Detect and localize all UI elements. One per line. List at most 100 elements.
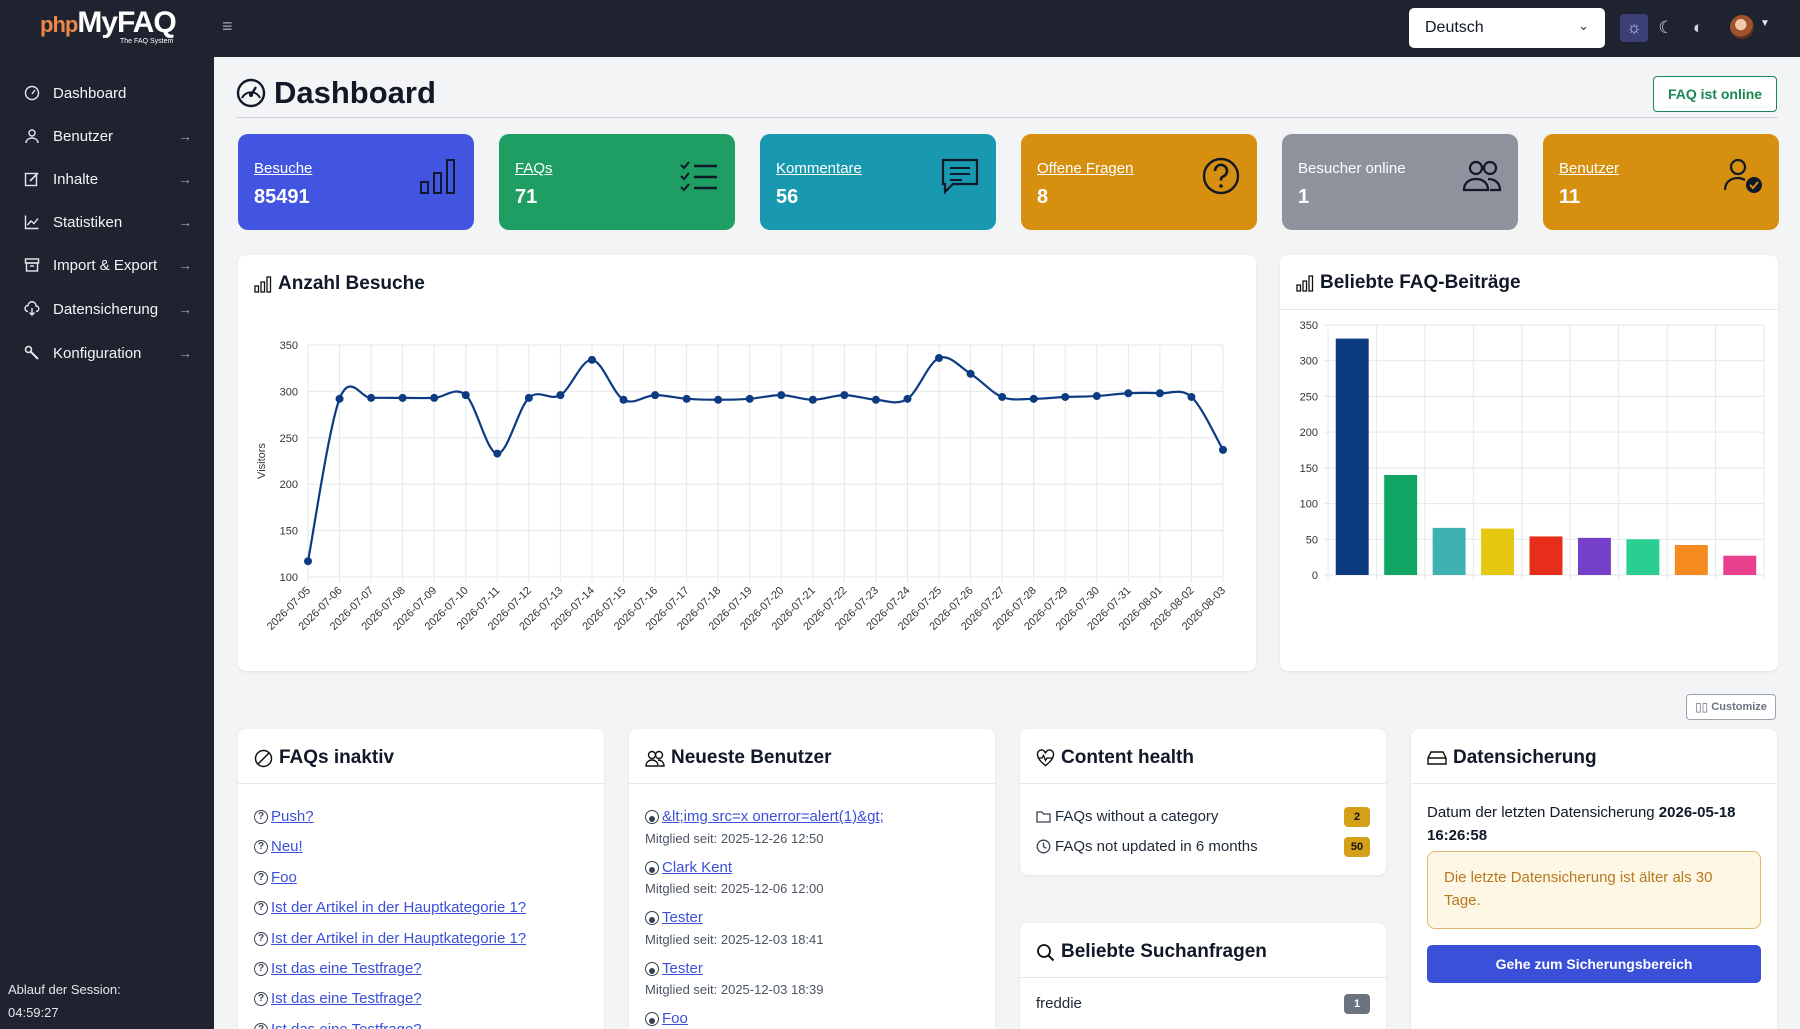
user-item: Clark Kent <box>645 859 732 876</box>
arrow-right-icon: → <box>178 214 192 230</box>
language-select[interactable]: Deutsch ⌄ <box>1409 8 1605 48</box>
health-row: FAQs not updated in 6 months 50 <box>1036 836 1370 857</box>
stat-label[interactable]: Offene Fragen <box>1037 160 1134 177</box>
y-tick-label: 200 <box>280 479 298 491</box>
stat-label[interactable]: FAQs <box>515 160 553 177</box>
data-point <box>935 353 944 362</box>
backup-card: Datensicherung Datum der letzten Datensi… <box>1411 729 1777 1029</box>
backup-label: Datum der letzten Datensicherung <box>1427 804 1655 821</box>
user-link[interactable]: Foo <box>662 1010 688 1027</box>
user-link[interactable]: Tester <box>662 960 703 977</box>
sidebar-item-statistiken[interactable]: Statistiken → <box>0 202 214 242</box>
list-item: ? Foo <box>254 869 297 886</box>
data-point <box>524 393 533 402</box>
list-item: ? Push? <box>254 808 314 825</box>
sidebar-item-import-export[interactable]: Import & Export → <box>0 245 214 285</box>
inactive-faq-link[interactable]: Ist das eine Testfrage? <box>271 960 422 977</box>
sidebar-item-datensicherung[interactable]: Datensicherung → <box>0 289 214 329</box>
arrow-right-icon: → <box>178 128 192 144</box>
y-tick-label: 50 <box>1306 534 1318 546</box>
data-point <box>966 369 975 378</box>
inactive-faq-link[interactable]: Ist das eine Testfrage? <box>271 990 422 1007</box>
columns-icon: ▯▯ <box>1695 700 1709 714</box>
data-point <box>871 395 880 404</box>
data-point <box>1187 392 1196 401</box>
edit-icon <box>23 171 41 187</box>
data-point <box>903 394 912 403</box>
people-icon <box>645 750 665 767</box>
sidebar-item-dashboard[interactable]: Dashboard <box>0 73 214 113</box>
session-time: 04:59:27 <box>8 1005 59 1020</box>
user-link[interactable]: Clark Kent <box>662 859 733 876</box>
content-health-card: Content health FAQs without a category 2… <box>1020 729 1386 875</box>
stat-label[interactable]: Benutzer <box>1559 160 1620 177</box>
sidebar-item-benutzer[interactable]: Benutzer → <box>0 116 214 156</box>
search-term-row: freddie 1 <box>1036 993 1370 1014</box>
user-link[interactable]: &lt;img src=x onerror=alert(1)&gt; <box>662 808 884 825</box>
question-circle-icon: ? <box>254 961 268 976</box>
clock-icon <box>1036 839 1051 854</box>
y-tick-label: 150 <box>280 526 298 538</box>
y-tick-label: 350 <box>1300 320 1318 332</box>
health-label: FAQs without a category <box>1055 808 1219 825</box>
sidebar-item-inhalte[interactable]: Inhalte → <box>0 159 214 199</box>
inactive-faq-link[interactable]: Ist der Artikel in der Hauptkategorie 1? <box>271 899 527 916</box>
bar <box>1674 545 1708 575</box>
archive-icon <box>23 257 41 273</box>
card-title: Content health <box>1036 747 1194 769</box>
health-label: FAQs not updated in 6 months <box>1055 838 1258 855</box>
stat-card-offene-fragen[interactable]: Offene Fragen 8 <box>1021 134 1257 230</box>
user-link[interactable]: Tester <box>662 909 703 926</box>
menu-toggle-icon[interactable]: ≡ <box>222 16 233 36</box>
stat-label: Besucher online <box>1298 160 1406 177</box>
bar-chart-icon <box>254 276 272 293</box>
list-item: ? Ist der Artikel in der Hauptkategorie 1… <box>254 930 526 947</box>
title-divider <box>236 117 1778 118</box>
stat-value: 85491 <box>254 186 310 208</box>
avatar[interactable] <box>1730 15 1754 39</box>
stat-label[interactable]: Besuche <box>254 160 313 177</box>
contrast-icon[interactable]: ◐ <box>1692 18 1704 37</box>
logo[interactable]: phpMyFAQ The FAQ System <box>40 8 177 46</box>
inactive-faq-link[interactable]: Ist das eine Testfrage? <box>271 1021 422 1029</box>
data-point <box>335 394 344 403</box>
member-since: Mitglied seit: 2025-12-26 12:50 <box>645 831 824 846</box>
faq-online-button[interactable]: FAQ ist online <box>1653 76 1777 112</box>
inactive-faq-link[interactable]: Neu! <box>271 838 303 855</box>
customize-label: Customize <box>1711 701 1767 713</box>
people-icon <box>1462 160 1502 192</box>
data-point <box>1029 394 1038 403</box>
health-title: Content health <box>1061 747 1194 768</box>
slash-circle-icon <box>254 749 273 767</box>
inactive-faq-link[interactable]: Foo <box>271 869 297 886</box>
sidebar-item-label: Benutzer <box>53 127 114 145</box>
person-circle-icon <box>645 961 659 976</box>
newest-users-title: Neueste Benutzer <box>671 747 832 768</box>
inactive-faq-link[interactable]: Ist der Artikel in der Hauptkategorie 1? <box>271 930 527 947</box>
sidebar-item-konfiguration[interactable]: Konfiguration → <box>0 333 214 373</box>
card-title: FAQs inaktiv <box>254 747 394 769</box>
inactive-faqs-card: FAQs inaktiv ? Push? ? Neu! ? Foo ? Ist der … <box>238 729 604 1029</box>
page-title: Dashboard <box>236 75 436 111</box>
customize-button[interactable]: ▯▯ Customize <box>1686 694 1776 720</box>
user-item: Tester <box>645 909 703 926</box>
data-point <box>651 391 660 400</box>
visits-title: Anzahl Besuche <box>278 273 425 294</box>
stat-card-besuche[interactable]: Besuche 85491 <box>238 134 474 230</box>
go-to-backup-button[interactable]: Gehe zum Sicherungsbereich <box>1427 945 1761 983</box>
data-point <box>714 395 723 404</box>
inactive-faq-link[interactable]: Push? <box>271 808 314 825</box>
stat-label[interactable]: Kommentare <box>776 160 862 177</box>
card-title: Datensicherung <box>1427 747 1597 769</box>
stat-card-benutzer[interactable]: Benutzer 11 <box>1543 134 1779 230</box>
caret-down-icon[interactable]: ▼ <box>1760 18 1770 29</box>
stat-card-kommentare[interactable]: Kommentare 56 <box>760 134 996 230</box>
stat-card-faqs[interactable]: FAQs 71 <box>499 134 735 230</box>
backup-title: Datensicherung <box>1453 747 1597 768</box>
stat-value: 8 <box>1037 186 1049 208</box>
sun-icon[interactable]: ☼ <box>1620 14 1648 42</box>
stat-value: 71 <box>515 186 538 208</box>
data-point <box>398 393 407 402</box>
popular-bar-chart: 0 50 100 150 200 250 300 350 <box>1300 320 1765 582</box>
moon-icon[interactable]: ☾ <box>1658 18 1674 37</box>
